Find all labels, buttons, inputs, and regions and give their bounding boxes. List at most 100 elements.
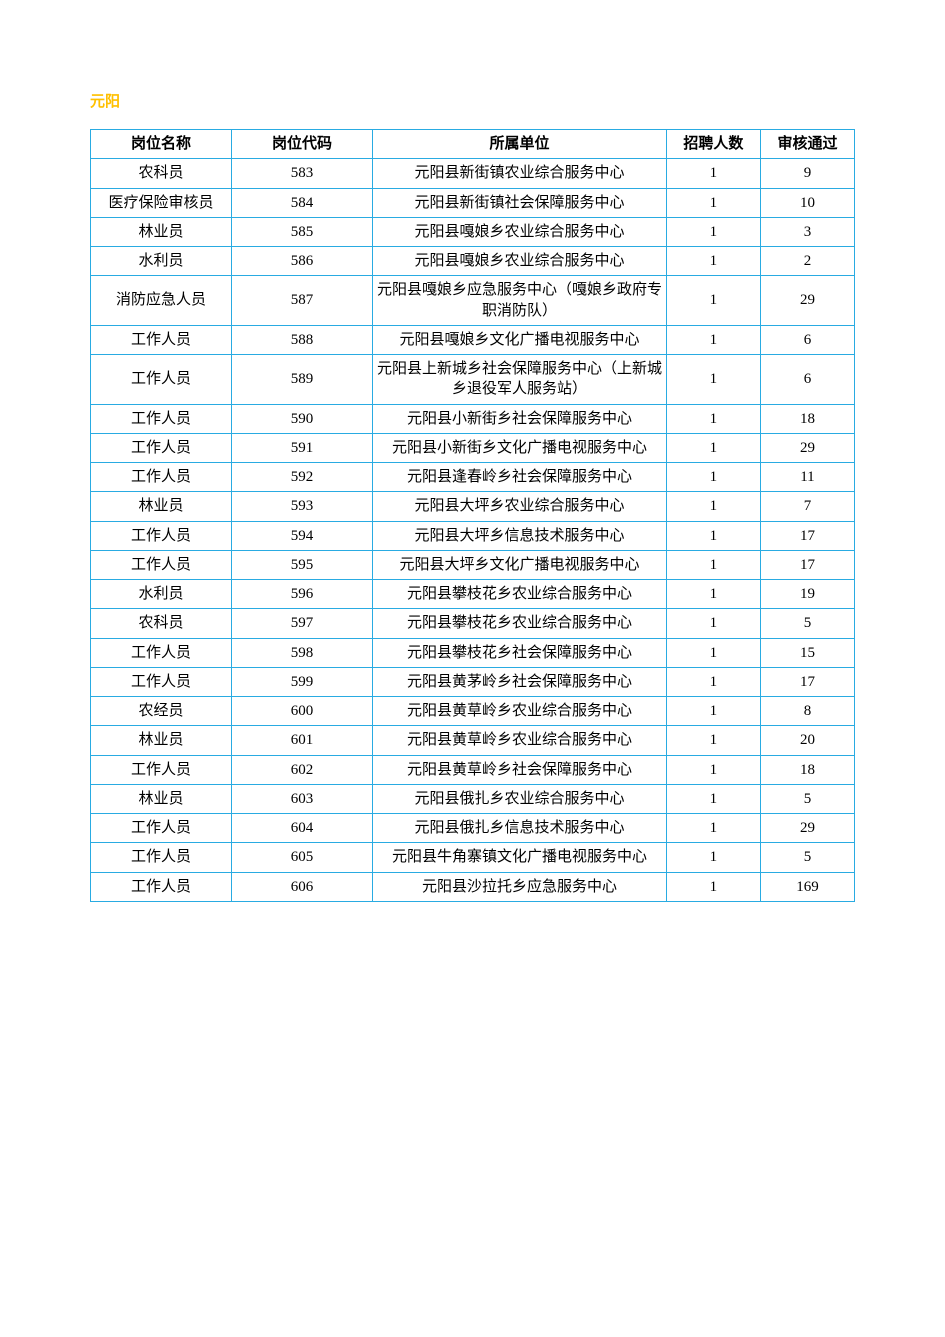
cell-position-name: 工作人员 bbox=[91, 638, 232, 667]
header-position-code: 岗位代码 bbox=[232, 130, 373, 159]
cell-recruit-count: 1 bbox=[666, 188, 760, 217]
table-row: 工作人员606元阳县沙拉托乡应急服务中心1169 bbox=[91, 872, 855, 901]
cell-unit: 元阳县黄草岭乡农业综合服务中心 bbox=[373, 726, 667, 755]
table-row: 工作人员592元阳县逢春岭乡社会保障服务中心111 bbox=[91, 463, 855, 492]
cell-unit: 元阳县大坪乡农业综合服务中心 bbox=[373, 492, 667, 521]
cell-unit: 元阳县新街镇农业综合服务中心 bbox=[373, 159, 667, 188]
table-row: 工作人员602元阳县黄草岭乡社会保障服务中心118 bbox=[91, 755, 855, 784]
cell-approved: 19 bbox=[760, 580, 854, 609]
cell-recruit-count: 1 bbox=[666, 580, 760, 609]
cell-approved: 17 bbox=[760, 521, 854, 550]
cell-unit: 元阳县逢春岭乡社会保障服务中心 bbox=[373, 463, 667, 492]
table-row: 林业员603元阳县俄扎乡农业综合服务中心15 bbox=[91, 784, 855, 813]
cell-recruit-count: 1 bbox=[666, 697, 760, 726]
cell-recruit-count: 1 bbox=[666, 247, 760, 276]
cell-position-name: 工作人员 bbox=[91, 404, 232, 433]
cell-approved: 17 bbox=[760, 550, 854, 579]
table-row: 林业员585元阳县嘎娘乡农业综合服务中心13 bbox=[91, 217, 855, 246]
cell-unit: 元阳县攀枝花乡农业综合服务中心 bbox=[373, 609, 667, 638]
cell-position-name: 工作人员 bbox=[91, 463, 232, 492]
cell-recruit-count: 1 bbox=[666, 217, 760, 246]
cell-position-code: 593 bbox=[232, 492, 373, 521]
table-row: 林业员601元阳县黄草岭乡农业综合服务中心120 bbox=[91, 726, 855, 755]
table-header-row: 岗位名称 岗位代码 所属单位 招聘人数 审核通过 bbox=[91, 130, 855, 159]
cell-approved: 18 bbox=[760, 404, 854, 433]
cell-position-code: 590 bbox=[232, 404, 373, 433]
cell-position-name: 消防应急人员 bbox=[91, 276, 232, 326]
table-row: 工作人员595元阳县大坪乡文化广播电视服务中心117 bbox=[91, 550, 855, 579]
cell-approved: 29 bbox=[760, 433, 854, 462]
cell-approved: 7 bbox=[760, 492, 854, 521]
cell-recruit-count: 1 bbox=[666, 521, 760, 550]
cell-unit: 元阳县牛角寨镇文化广播电视服务中心 bbox=[373, 843, 667, 872]
cell-recruit-count: 1 bbox=[666, 463, 760, 492]
cell-position-code: 603 bbox=[232, 784, 373, 813]
cell-recruit-count: 1 bbox=[666, 755, 760, 784]
cell-approved: 6 bbox=[760, 355, 854, 405]
cell-recruit-count: 1 bbox=[666, 355, 760, 405]
cell-position-name: 工作人员 bbox=[91, 325, 232, 354]
table-row: 工作人员589元阳县上新城乡社会保障服务中心（上新城乡退役军人服务站）16 bbox=[91, 355, 855, 405]
cell-position-name: 工作人员 bbox=[91, 433, 232, 462]
cell-unit: 元阳县嘎娘乡文化广播电视服务中心 bbox=[373, 325, 667, 354]
cell-unit: 元阳县黄茅岭乡社会保障服务中心 bbox=[373, 667, 667, 696]
cell-unit: 元阳县嘎娘乡应急服务中心（嘎娘乡政府专职消防队） bbox=[373, 276, 667, 326]
cell-position-name: 林业员 bbox=[91, 784, 232, 813]
cell-unit: 元阳县黄草岭乡农业综合服务中心 bbox=[373, 697, 667, 726]
cell-recruit-count: 1 bbox=[666, 814, 760, 843]
cell-approved: 20 bbox=[760, 726, 854, 755]
cell-unit: 元阳县黄草岭乡社会保障服务中心 bbox=[373, 755, 667, 784]
cell-unit: 元阳县攀枝花乡社会保障服务中心 bbox=[373, 638, 667, 667]
table-row: 水利员586元阳县嘎娘乡农业综合服务中心12 bbox=[91, 247, 855, 276]
cell-position-name: 林业员 bbox=[91, 217, 232, 246]
cell-unit: 元阳县嘎娘乡农业综合服务中心 bbox=[373, 247, 667, 276]
cell-unit: 元阳县俄扎乡农业综合服务中心 bbox=[373, 784, 667, 813]
cell-approved: 15 bbox=[760, 638, 854, 667]
cell-recruit-count: 1 bbox=[666, 550, 760, 579]
cell-recruit-count: 1 bbox=[666, 784, 760, 813]
cell-position-code: 589 bbox=[232, 355, 373, 405]
cell-position-name: 林业员 bbox=[91, 726, 232, 755]
cell-position-code: 599 bbox=[232, 667, 373, 696]
cell-position-code: 597 bbox=[232, 609, 373, 638]
table-row: 农科员583元阳县新街镇农业综合服务中心19 bbox=[91, 159, 855, 188]
cell-position-code: 604 bbox=[232, 814, 373, 843]
cell-unit: 元阳县俄扎乡信息技术服务中心 bbox=[373, 814, 667, 843]
cell-unit: 元阳县嘎娘乡农业综合服务中心 bbox=[373, 217, 667, 246]
cell-approved: 10 bbox=[760, 188, 854, 217]
cell-unit: 元阳县沙拉托乡应急服务中心 bbox=[373, 872, 667, 901]
table-body: 农科员583元阳县新街镇农业综合服务中心19医疗保险审核员584元阳县新街镇社会… bbox=[91, 159, 855, 902]
header-position-name: 岗位名称 bbox=[91, 130, 232, 159]
cell-recruit-count: 1 bbox=[666, 159, 760, 188]
header-approved: 审核通过 bbox=[760, 130, 854, 159]
header-unit: 所属单位 bbox=[373, 130, 667, 159]
cell-unit: 元阳县新街镇社会保障服务中心 bbox=[373, 188, 667, 217]
cell-position-code: 588 bbox=[232, 325, 373, 354]
cell-recruit-count: 1 bbox=[666, 638, 760, 667]
recruitment-table: 岗位名称 岗位代码 所属单位 招聘人数 审核通过 农科员583元阳县新街镇农业综… bbox=[90, 129, 855, 902]
cell-position-code: 605 bbox=[232, 843, 373, 872]
cell-recruit-count: 1 bbox=[666, 843, 760, 872]
cell-approved: 8 bbox=[760, 697, 854, 726]
cell-unit: 元阳县大坪乡信息技术服务中心 bbox=[373, 521, 667, 550]
cell-approved: 29 bbox=[760, 276, 854, 326]
table-row: 工作人员604元阳县俄扎乡信息技术服务中心129 bbox=[91, 814, 855, 843]
cell-position-code: 583 bbox=[232, 159, 373, 188]
cell-position-code: 587 bbox=[232, 276, 373, 326]
cell-recruit-count: 1 bbox=[666, 726, 760, 755]
cell-recruit-count: 1 bbox=[666, 609, 760, 638]
cell-recruit-count: 1 bbox=[666, 433, 760, 462]
cell-position-name: 农经员 bbox=[91, 697, 232, 726]
cell-approved: 29 bbox=[760, 814, 854, 843]
cell-position-code: 594 bbox=[232, 521, 373, 550]
cell-unit: 元阳县小新街乡文化广播电视服务中心 bbox=[373, 433, 667, 462]
cell-approved: 17 bbox=[760, 667, 854, 696]
table-row: 工作人员605元阳县牛角寨镇文化广播电视服务中心15 bbox=[91, 843, 855, 872]
cell-position-name: 医疗保险审核员 bbox=[91, 188, 232, 217]
cell-position-name: 工作人员 bbox=[91, 550, 232, 579]
table-row: 工作人员591元阳县小新街乡文化广播电视服务中心129 bbox=[91, 433, 855, 462]
cell-position-name: 水利员 bbox=[91, 247, 232, 276]
cell-approved: 6 bbox=[760, 325, 854, 354]
cell-position-name: 水利员 bbox=[91, 580, 232, 609]
cell-approved: 9 bbox=[760, 159, 854, 188]
